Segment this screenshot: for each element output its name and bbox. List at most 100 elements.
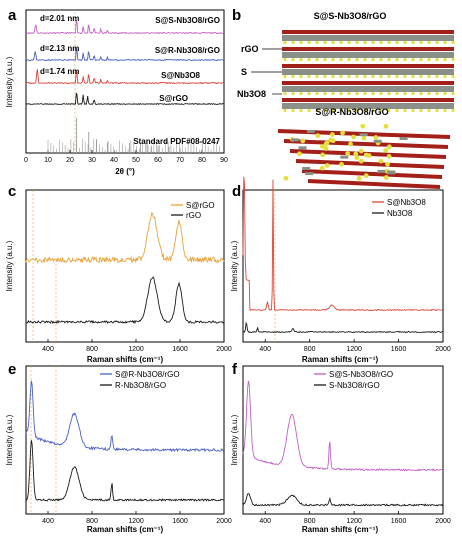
nb3o8-layer (282, 69, 454, 75)
sulfur-atom (387, 40, 391, 45)
label-nb3o8: Nb3O8 (237, 89, 266, 99)
nb3o8-fragment (399, 137, 408, 141)
sulfur-atom (307, 40, 311, 45)
x-tick-label: 70 (176, 157, 184, 164)
sulfur-atom (371, 57, 375, 62)
nb3o8-fragment (373, 139, 382, 143)
sulfur-atom (307, 91, 311, 96)
sulfur-atom (383, 123, 389, 129)
sulfur-atom (324, 163, 330, 168)
sulfur-atom (331, 74, 335, 79)
sulfur-atom (403, 40, 407, 45)
x-axis-label-e: Raman shifts (cm⁻¹) (87, 525, 164, 534)
sulfur-atom (363, 57, 367, 62)
layered-structure-bottom (277, 123, 451, 189)
sulfur-atom (339, 74, 343, 79)
rgo-layer (283, 139, 449, 149)
x-tick-label: 10 (44, 157, 52, 164)
rgo-layer (282, 64, 454, 68)
sulfur-atom (356, 176, 362, 181)
sulfur-atom (315, 57, 319, 62)
sulfur-atom (339, 57, 343, 62)
sulfur-atom (354, 155, 360, 161)
sulfur-atom (373, 135, 379, 140)
sulfur-atom (395, 108, 399, 113)
sulfur-atom (395, 91, 399, 96)
sulfur-atom (361, 135, 367, 141)
sulfur-atom (385, 161, 390, 167)
panel-a: a Intensity (a.u.) 2θ (°) 0 10 20 30 40 50 60 7… (5, 7, 228, 176)
series-d-0-line (242, 176, 444, 312)
nb3o8-fragment (298, 146, 307, 150)
sulfur-atom (323, 146, 329, 151)
panel-letter-e: e (8, 361, 16, 378)
sulfur-atom (443, 40, 447, 45)
sulfur-atom (435, 108, 439, 113)
sulfur-atom (291, 57, 295, 62)
sulfur-atom (299, 57, 303, 62)
sulfur-atom (347, 74, 351, 79)
rgo-layer (282, 30, 454, 34)
rgo-layer (295, 159, 445, 169)
sulfur-atom (386, 154, 392, 159)
sulfur-atom (315, 108, 319, 113)
sulfur-atom (419, 74, 423, 79)
series-a-0-line (25, 20, 225, 35)
nb3o8-fragment (340, 155, 349, 159)
plot-frame-a (25, 9, 225, 154)
sulfur-atom (340, 130, 346, 136)
sulfur-atom (411, 74, 415, 79)
x-tick-label: 1600 (172, 518, 188, 525)
x-ticks-f: 400 800 1200 1600 2000 (259, 511, 451, 525)
series-f-1-line (242, 493, 444, 507)
sulfur-atom (331, 108, 335, 113)
sulfur-atom (283, 74, 287, 79)
nb3o8-fragment (291, 138, 300, 142)
sulfur-atom (451, 40, 455, 45)
sulfur-atom (291, 74, 295, 79)
x-tick-label: 20 (66, 157, 74, 164)
sulfur-atom (411, 91, 415, 96)
series-label-a-2: S@Nb3O8 (161, 71, 200, 80)
sulfur-atom (315, 74, 319, 79)
dspacing-label-2: d=1.74 nm (40, 67, 79, 76)
sulfur-atom (387, 74, 391, 79)
y-axis-label-d: Intensity (a.u.) (230, 240, 239, 291)
x-tick-label: 2000 (216, 346, 232, 353)
sulfur-atom (315, 40, 319, 45)
nb3o8-fragment (306, 129, 315, 133)
x-ticks-c: 400 800 1200 1600 2000 (42, 339, 232, 353)
legend-label-e-1: R-Nb3O8/rGO (115, 381, 166, 390)
plot-frame-f (242, 365, 444, 515)
series-label-a-4: Standard PDF#08-0247 (133, 137, 220, 146)
x-tick-label: 1600 (391, 346, 407, 353)
x-tick-label: 40 (110, 157, 118, 164)
sulfur-atom (323, 108, 327, 113)
sulfur-atom (371, 91, 375, 96)
sulfur-atom (379, 74, 383, 79)
sulfur-atom (443, 108, 447, 113)
sulfur-atom (299, 108, 303, 113)
x-axis-label-d: Raman shifts (cm⁻¹) (302, 355, 379, 364)
x-tick-label: 1200 (128, 518, 144, 525)
sulfur-atom (331, 40, 335, 45)
structure-title-bottom: S@R-Nb3O8/rGO (315, 107, 388, 117)
sulfur-atom (363, 173, 369, 179)
series-e-1-line (25, 440, 225, 502)
nb3o8-fragment (359, 133, 368, 137)
sulfur-atom (347, 91, 351, 96)
sulfur-atom (363, 74, 367, 79)
sulfur-atom (395, 74, 399, 79)
sulfur-atom (435, 57, 439, 62)
sulfur-atom (320, 152, 325, 158)
sulfur-atom (363, 91, 367, 96)
sulfur-atom (323, 40, 327, 45)
x-ticks-e: 400 800 1200 1600 2000 (42, 511, 232, 525)
sulfur-atom (419, 91, 423, 96)
sulfur-atom (363, 108, 367, 113)
x-tick-label: 1200 (128, 346, 144, 353)
sulfur-atom (299, 91, 303, 96)
rgo-layer (301, 169, 443, 179)
sulfur-atom (339, 161, 344, 167)
x-tick-label: 2000 (435, 346, 451, 353)
